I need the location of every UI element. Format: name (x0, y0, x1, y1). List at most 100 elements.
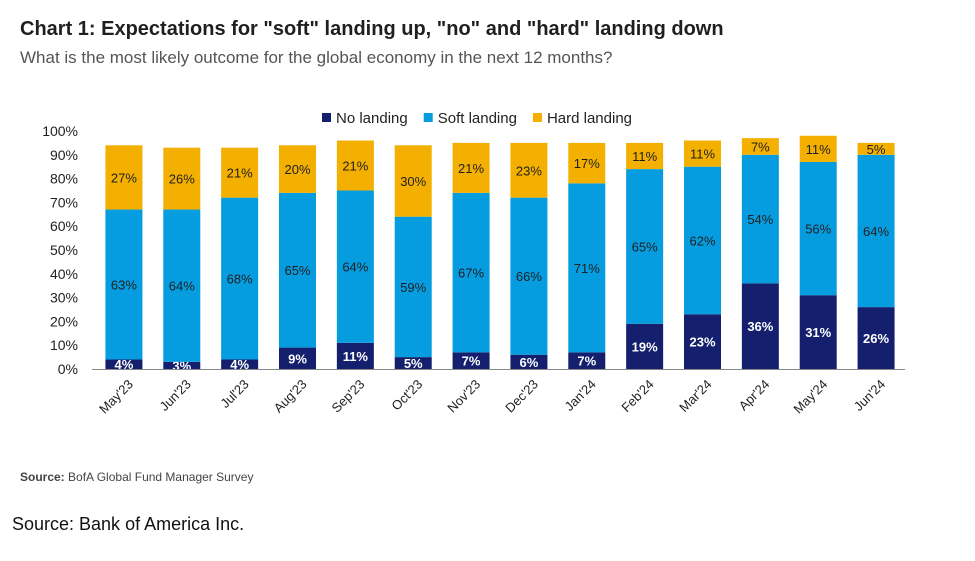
y-tick-label: 80% (50, 171, 78, 187)
data-label: 26% (863, 331, 889, 346)
data-label: 19% (632, 339, 658, 354)
bar-segment-soft-landing (394, 216, 432, 358)
data-label: 7% (751, 139, 770, 154)
data-label: 31% (805, 325, 831, 340)
bar-segment-hard-landing (857, 142, 895, 155)
data-label: 4% (115, 357, 134, 372)
bar-segment-hard-landing (568, 142, 606, 184)
legend-label: Soft landing (438, 110, 517, 127)
x-tick-label: May'23 (96, 377, 136, 417)
bar-segment-hard-landing (394, 145, 432, 217)
data-label: 11% (690, 147, 715, 162)
bar-segment-hard-landing (221, 147, 259, 198)
data-label: 67% (458, 266, 484, 281)
x-tick-label: Oct'23 (388, 377, 425, 414)
data-label: 64% (169, 279, 195, 294)
legend: No landing Soft landing Hard landing (322, 110, 632, 127)
y-tick-label: 50% (50, 242, 78, 258)
bar-segment-no-landing (741, 283, 779, 369)
data-label: 63% (111, 278, 137, 293)
data-label: 64% (342, 260, 368, 275)
bar-segment-soft-landing (510, 197, 548, 355)
bar-segment-no-landing (510, 354, 548, 369)
bar-segment-soft-landing (279, 192, 316, 348)
source-label: Source: (20, 470, 65, 484)
bar-segment-no-landing (221, 359, 259, 369)
y-tick-label: 10% (50, 337, 78, 353)
y-tick-label: 100% (42, 123, 78, 139)
x-tick-label: Jun'23 (156, 377, 193, 414)
data-label: 5% (404, 356, 423, 371)
bar-segment-soft-landing (105, 209, 143, 360)
y-tick-label: 0% (58, 361, 78, 377)
bar-segment-soft-landing (452, 192, 490, 353)
data-label: 30% (400, 174, 426, 189)
y-axis: 0% 10% 20% 30% 40% 50% 60% 70% 80% 90% 100% (42, 123, 78, 377)
bar-segment-no-landing (394, 357, 432, 369)
bar-segment-soft-landing (336, 190, 374, 343)
chart-title: Chart 1: Expectations for "soft" landing… (20, 18, 724, 40)
x-tick-label: Sep'23 (329, 377, 368, 416)
bar-segment-hard-landing (510, 142, 548, 198)
data-label: 65% (632, 239, 658, 254)
chart-source-note: Source: BofA Global Fund Manager Survey (20, 470, 253, 484)
bar-segment-no-landing (799, 295, 837, 369)
y-tick-label: 60% (50, 218, 78, 234)
y-tick-label: 30% (50, 290, 78, 306)
data-label: 26% (169, 172, 195, 187)
data-label: 27% (111, 170, 137, 185)
data-label: 21% (458, 161, 484, 176)
x-tick-label: Jul'23 (217, 377, 251, 411)
bar-segment-no-landing (336, 342, 374, 369)
bars: 4%63%27%3%64%26%4%68%21%9%65%20%11%64%21… (105, 135, 895, 373)
x-tick-label: May'24 (790, 377, 830, 417)
data-label: 6% (520, 355, 539, 370)
bar-segment-soft-landing (684, 166, 721, 315)
chart-subtitle: What is the most likely outcome for the … (20, 48, 613, 67)
bar-segment-hard-landing (626, 142, 664, 170)
bar-segment-soft-landing (799, 161, 837, 296)
data-label: 11% (632, 149, 657, 164)
bar-segment-soft-landing (626, 169, 664, 324)
x-tick-label: Jan'24 (561, 377, 598, 414)
data-label: 11% (343, 349, 369, 364)
bar-segment-no-landing (857, 307, 895, 369)
bar-segment-hard-landing (279, 145, 316, 193)
x-tick-label: Feb'24 (618, 377, 656, 415)
legend-swatch (322, 113, 331, 122)
data-label: 68% (227, 272, 253, 287)
bar-segment-no-landing (684, 314, 721, 369)
x-tick-label: Aug'23 (271, 377, 310, 416)
bar-segment-no-landing (105, 359, 143, 369)
x-tick-label: Mar'24 (676, 377, 714, 415)
bar-segment-soft-landing (857, 154, 895, 308)
bar-segment-soft-landing (221, 197, 259, 360)
data-label: 23% (689, 335, 715, 350)
footer-source: Source: Bank of America Inc. (12, 514, 245, 534)
data-label: 66% (516, 269, 542, 284)
data-label: 56% (805, 222, 831, 237)
bar-segment-no-landing (452, 352, 490, 369)
bar-segment-hard-landing (105, 145, 143, 210)
bar-segment-hard-landing (163, 147, 201, 210)
x-tick-label: Dec'23 (502, 377, 541, 416)
data-label: 65% (284, 263, 310, 278)
data-label: 20% (284, 162, 310, 177)
bar-segment-hard-landing (336, 140, 374, 191)
data-label: 5% (867, 142, 886, 157)
legend-swatch (532, 113, 542, 122)
x-tick-label: Nov'23 (444, 377, 483, 416)
bar-segment-soft-landing (568, 183, 606, 353)
bar-segment-soft-landing (741, 154, 779, 284)
legend-label: No landing (336, 110, 408, 127)
y-tick-label: 20% (50, 313, 78, 329)
y-tick-label: 40% (50, 266, 78, 282)
data-label: 9% (288, 351, 307, 366)
bar-segment-hard-landing (741, 138, 779, 155)
data-label: 11% (806, 142, 831, 157)
data-label: 64% (863, 224, 889, 239)
bar-segment-hard-landing (684, 140, 721, 167)
legend-label: Hard landing (547, 110, 632, 127)
data-label: 7% (462, 354, 481, 369)
x-tick-label: Apr'24 (736, 377, 773, 414)
